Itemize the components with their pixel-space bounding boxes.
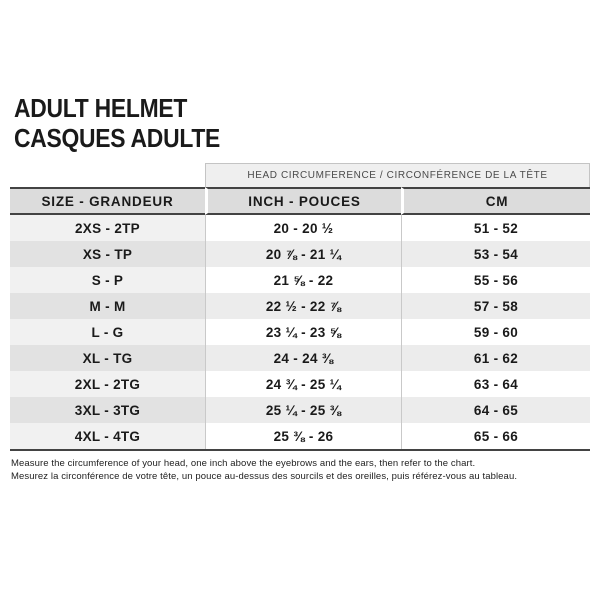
- table-row: 2XL - 2TG 24 ¾ - 25 ¼ 63 - 64: [10, 371, 590, 397]
- cm-cell: 51 - 52: [401, 215, 590, 241]
- cm-cell: 53 - 54: [401, 241, 590, 267]
- table-row: 4XL - 4TG 25 ⅜ - 26 65 - 66: [10, 423, 590, 449]
- measure-instruction-fr: Mesurez la circonférence de votre tête, …: [11, 471, 518, 482]
- inch-cell: 20 ⅞ - 21 ¼: [205, 241, 401, 267]
- table-row: XS - TP 20 ⅞ - 21 ¼ 53 - 54: [10, 241, 590, 267]
- page-title-en: ADULT HELMET: [14, 93, 188, 123]
- span-header-row: HEAD CIRCUMFERENCE / CIRCONFÉRENCE DE LA…: [10, 163, 590, 187]
- table-row: S - P 21 ⅝ - 22 55 - 56: [10, 267, 590, 293]
- size-cell: XL - TG: [10, 345, 205, 371]
- size-cell: S - P: [10, 267, 205, 293]
- size-cell: 4XL - 4TG: [10, 423, 205, 449]
- size-cell: 2XS - 2TP: [10, 215, 205, 241]
- column-header-size: SIZE - GRANDEUR: [10, 187, 205, 215]
- cm-cell: 65 - 66: [401, 423, 590, 449]
- inch-cell: 25 ¼ - 25 ⅜: [205, 397, 401, 423]
- inch-cell: 23 ¼ - 23 ⅝: [205, 319, 401, 345]
- table-row: 3XL - 3TG 25 ¼ - 25 ⅜ 64 - 65: [10, 397, 590, 423]
- cm-cell: 64 - 65: [401, 397, 590, 423]
- table-row: XL - TG 24 - 24 ⅜ 61 - 62: [10, 345, 590, 371]
- inch-cell: 22 ½ - 22 ⅞: [205, 293, 401, 319]
- cm-cell: 63 - 64: [401, 371, 590, 397]
- size-cell: XS - TP: [10, 241, 205, 267]
- page-title: ADULT HELMET CASQUES ADULTE: [14, 93, 220, 153]
- size-cell: 3XL - 3TG: [10, 397, 205, 423]
- table-body: 2XS - 2TP 20 - 20 ½ 51 - 52 XS - TP 20 ⅞…: [10, 215, 590, 451]
- cm-cell: 55 - 56: [401, 267, 590, 293]
- column-header-inch: INCH - POUCES: [205, 187, 401, 215]
- cm-cell: 59 - 60: [401, 319, 590, 345]
- inch-cell: 25 ⅜ - 26: [205, 423, 401, 449]
- column-header-cm: CM: [401, 187, 590, 215]
- span-header-head-circumference: HEAD CIRCUMFERENCE / CIRCONFÉRENCE DE LA…: [205, 163, 590, 187]
- table-row: M - M 22 ½ - 22 ⅞ 57 - 58: [10, 293, 590, 319]
- inch-cell: 20 - 20 ½: [205, 215, 401, 241]
- span-header-spacer: [10, 163, 205, 187]
- table-row: L - G 23 ¼ - 23 ⅝ 59 - 60: [10, 319, 590, 345]
- inch-cell: 21 ⅝ - 22: [205, 267, 401, 293]
- inch-cell: 24 ¾ - 25 ¼: [205, 371, 401, 397]
- measure-instruction-en: Measure the circumference of your head, …: [11, 458, 476, 469]
- size-cell: L - G: [10, 319, 205, 345]
- size-table: HEAD CIRCUMFERENCE / CIRCONFÉRENCE DE LA…: [10, 163, 590, 451]
- page-title-fr: CASQUES ADULTE: [14, 123, 221, 153]
- size-cell: 2XL - 2TG: [10, 371, 205, 397]
- measure-instructions: Measure the circumference of your head, …: [11, 457, 596, 483]
- cm-cell: 57 - 58: [401, 293, 590, 319]
- table-row: 2XS - 2TP 20 - 20 ½ 51 - 52: [10, 215, 590, 241]
- size-cell: M - M: [10, 293, 205, 319]
- cm-cell: 61 - 62: [401, 345, 590, 371]
- column-header-row: SIZE - GRANDEUR INCH - POUCES CM: [10, 187, 590, 215]
- inch-cell: 24 - 24 ⅜: [205, 345, 401, 371]
